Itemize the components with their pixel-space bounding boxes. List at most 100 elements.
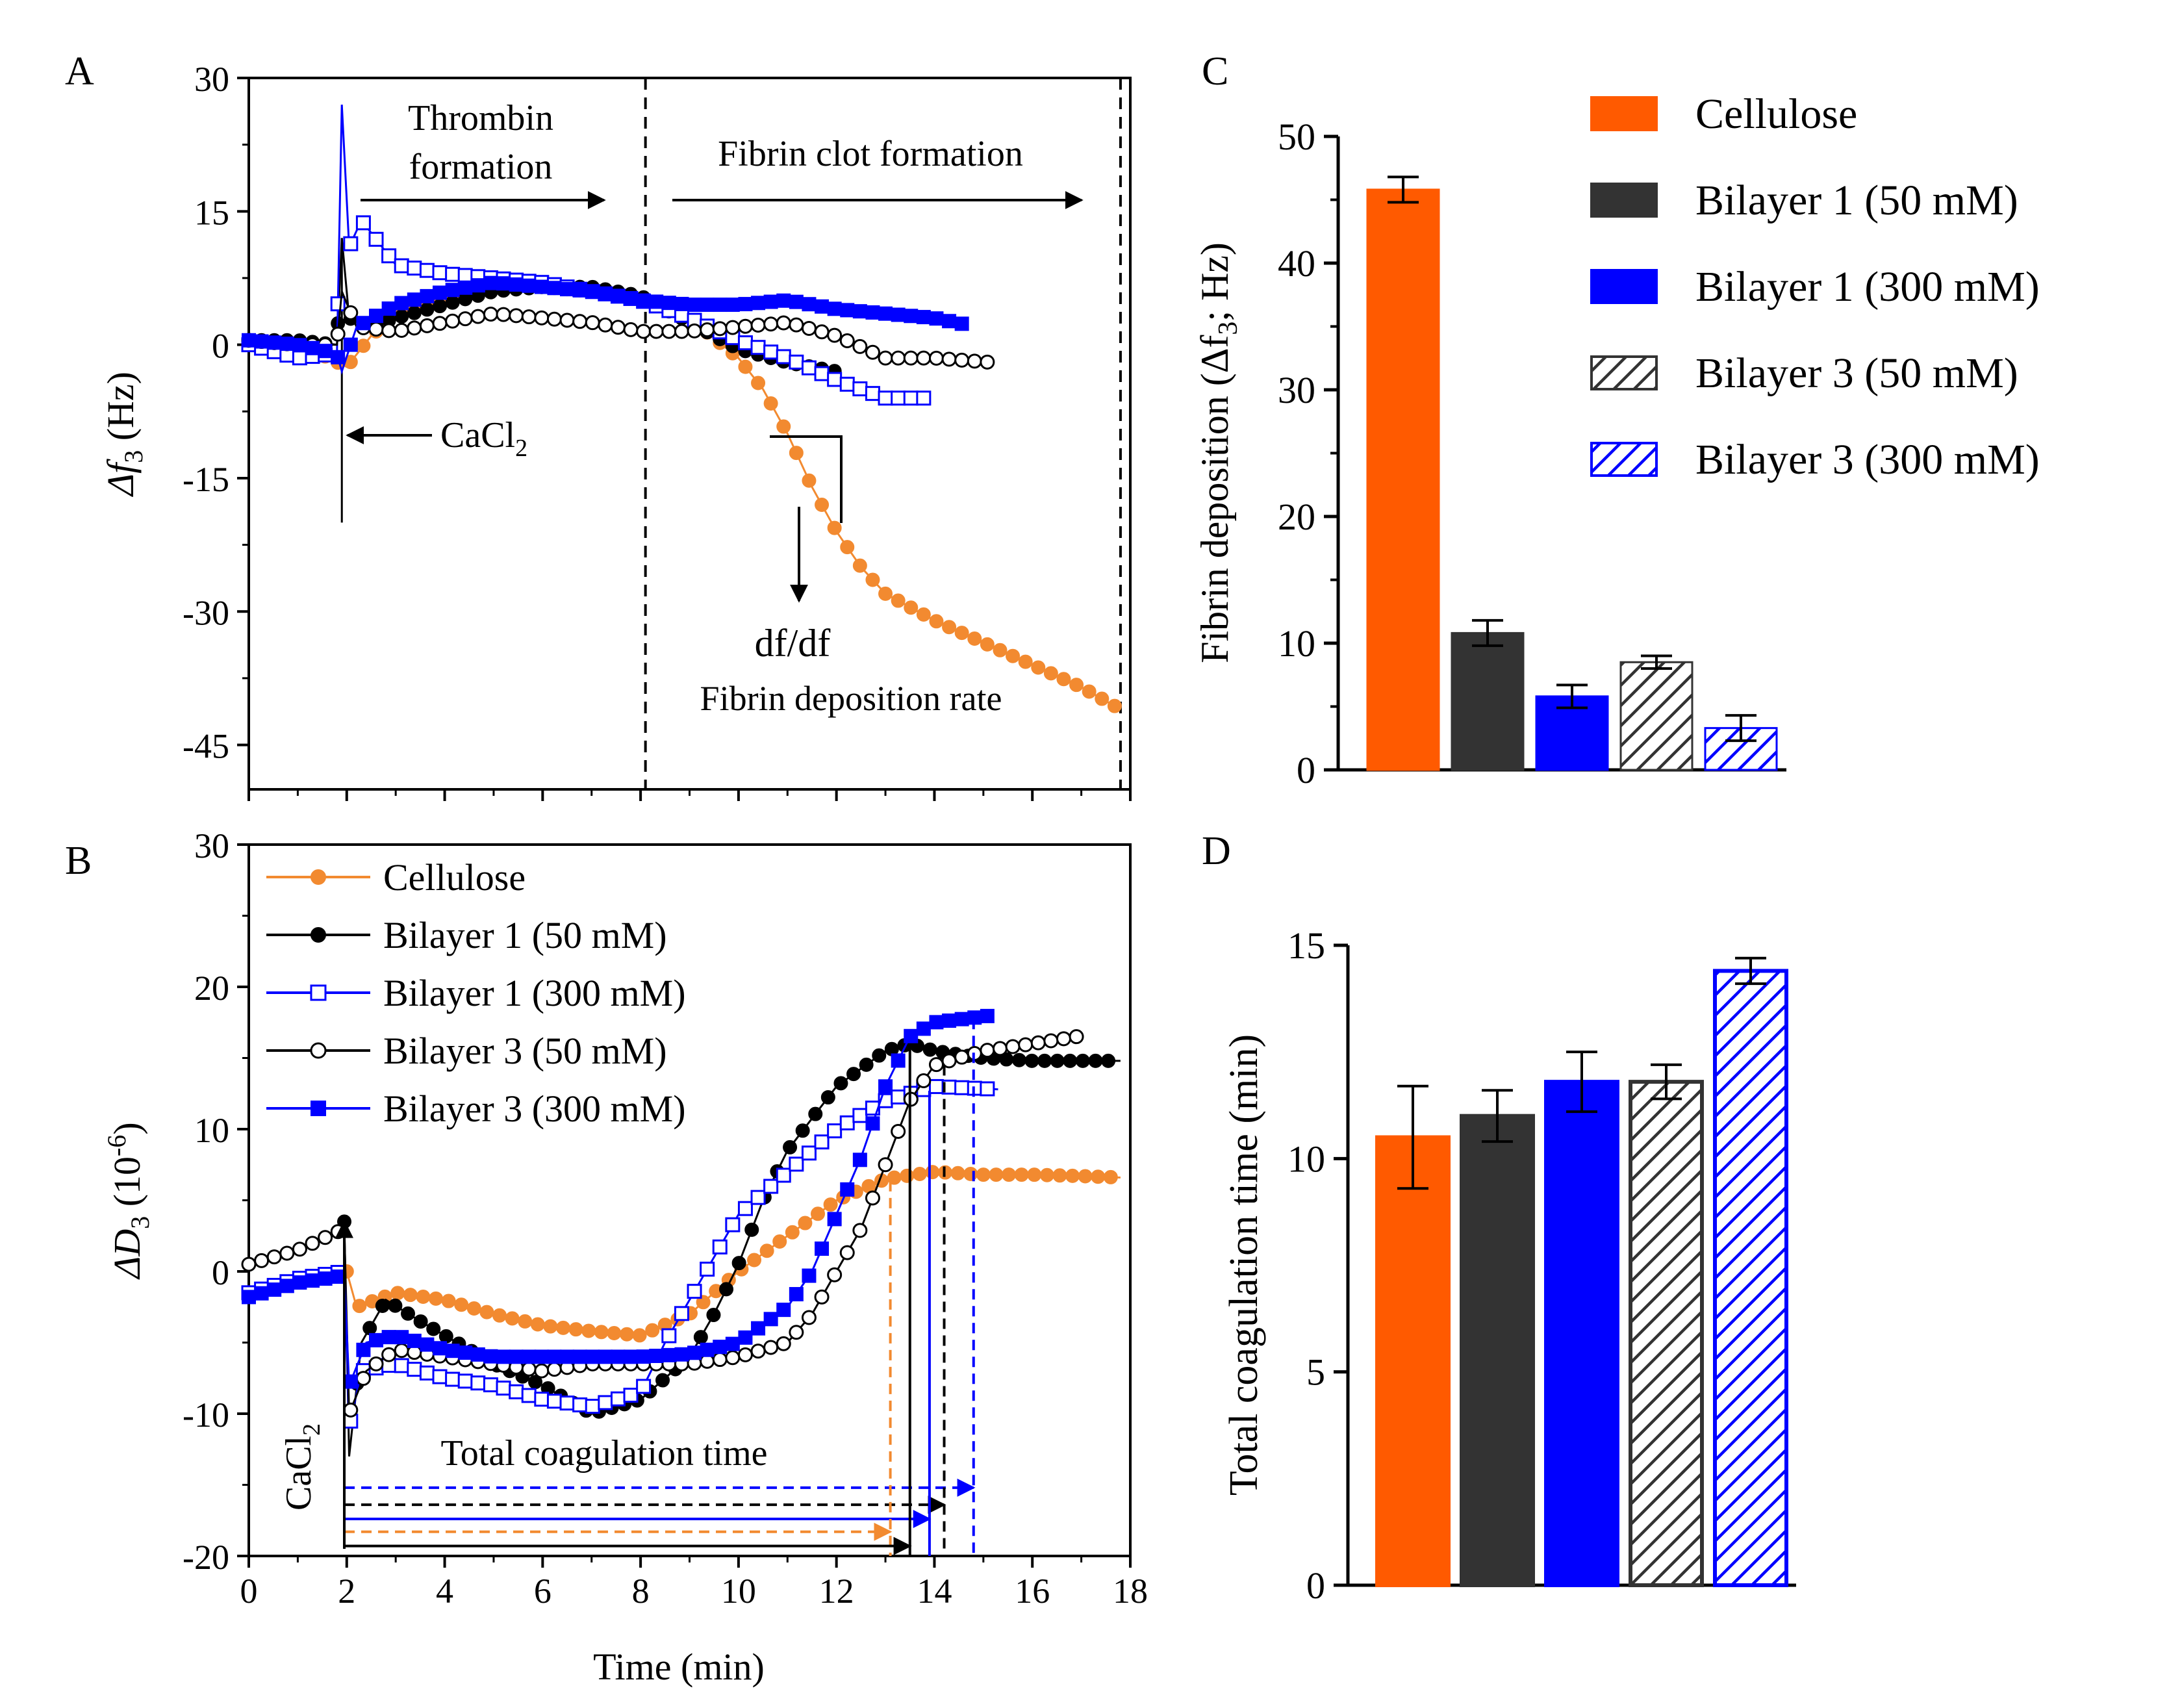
legend-item-bilayer-3-50-mm: Bilayer 3 (50 mM) (1590, 350, 2018, 397)
legend-swatch (1590, 442, 1658, 477)
data-point (815, 498, 830, 512)
data-point (661, 296, 676, 311)
legend-item-bilayer-1-50-mm: Bilayer 1 (50 mM) (1590, 177, 2018, 224)
data-point (292, 338, 307, 353)
data-point (394, 1343, 409, 1358)
data-point (445, 295, 460, 310)
y-tick-label: 20 (194, 969, 229, 1008)
panel-label-a: A (65, 49, 94, 94)
data-point (674, 1306, 689, 1321)
y-tick-label: 15 (194, 193, 229, 232)
data-point (1043, 666, 1058, 681)
legend-swatch (1590, 355, 1658, 390)
data-point (785, 1225, 800, 1240)
panel-label-d: D (1202, 829, 1231, 873)
data-point (865, 344, 880, 360)
data-point (318, 1271, 333, 1286)
data-point (483, 275, 498, 290)
panel-label-b: B (65, 839, 92, 883)
data-point (839, 376, 855, 392)
bar-bilayer-3-50-mm (1629, 1080, 1704, 1587)
data-point (687, 1345, 702, 1360)
data-point (789, 1156, 804, 1172)
data-point (891, 307, 906, 322)
data-point (632, 1328, 647, 1343)
y-tick-label: 5 (1306, 1351, 1325, 1394)
data-point (802, 1268, 817, 1283)
bar-bilayer-1-50-mm (1460, 1114, 1535, 1587)
data-point (827, 1123, 843, 1139)
data-point (407, 261, 422, 276)
data-point (904, 309, 919, 324)
data-point (763, 344, 779, 360)
data-point (993, 643, 1008, 657)
data-point (546, 311, 562, 327)
data-point (789, 354, 804, 370)
data-point (738, 1330, 753, 1345)
data-point (827, 1267, 843, 1282)
data-point (368, 231, 384, 247)
total-coagulation-label: Total coagulation time (440, 1433, 767, 1473)
data-point (763, 1179, 779, 1194)
data-point (1031, 660, 1046, 675)
data-point (636, 1379, 652, 1394)
data-point (572, 314, 588, 329)
data-point (719, 1282, 734, 1297)
data-point (496, 307, 511, 322)
data-point (343, 337, 358, 352)
data-point (725, 320, 741, 335)
data-point (891, 1053, 906, 1068)
y-tick-label: 15 (1287, 924, 1325, 967)
data-point (811, 1206, 826, 1221)
data-point (1018, 1037, 1034, 1052)
data-point (751, 376, 766, 390)
data-point (815, 299, 830, 314)
data-point (737, 1347, 753, 1362)
data-point (801, 1310, 817, 1325)
data-point (865, 386, 880, 402)
data-point (420, 1337, 435, 1352)
data-point (865, 572, 880, 587)
legend-label: Bilayer 1 (50 mM) (383, 914, 667, 956)
data-point (916, 310, 931, 325)
data-point (1082, 684, 1097, 699)
data-point (267, 335, 282, 350)
data-point (483, 307, 498, 322)
y-tick-label: 0 (1297, 749, 1315, 791)
data-point (585, 1349, 600, 1364)
data-point (865, 1190, 880, 1206)
data-point (267, 1282, 282, 1297)
y-tick-label: -45 (183, 727, 229, 766)
data-point (696, 1295, 711, 1310)
data-point (534, 1349, 549, 1364)
data-point (433, 1341, 448, 1356)
data-point (776, 1336, 791, 1351)
panel-a-chart: 30 15 0 -15 -30 -45 Δf3 (Hz) Thrombin formatio… (99, 60, 1132, 801)
data-point (594, 1325, 609, 1340)
data-point (242, 333, 256, 348)
data-point (610, 320, 626, 335)
data-point (744, 1222, 759, 1237)
x-axis-title: Time (min) (593, 1646, 765, 1688)
data-point (560, 1349, 575, 1364)
data-point (687, 298, 702, 312)
data-point (1088, 1053, 1103, 1068)
data-point (725, 1336, 740, 1351)
y-axis-title: Fibrin deposition (Δf3; Hz) (1193, 242, 1243, 663)
data-point (929, 1015, 944, 1030)
data-point (827, 301, 842, 316)
data-point (241, 1256, 257, 1272)
data-point (712, 1352, 728, 1368)
data-point (356, 1342, 371, 1357)
data-point (928, 350, 944, 366)
series-bilayer-1-300-mm (241, 105, 932, 406)
legend-swatch (1590, 96, 1658, 131)
data-point (454, 1297, 469, 1312)
data-point (394, 296, 409, 311)
data-point (559, 1396, 575, 1411)
panel-d-axes: 0 5 10 15 Total coagulation time (min) (1222, 924, 1796, 1607)
data-point (445, 313, 461, 329)
data-point (814, 1289, 830, 1305)
data-point (381, 1347, 397, 1362)
